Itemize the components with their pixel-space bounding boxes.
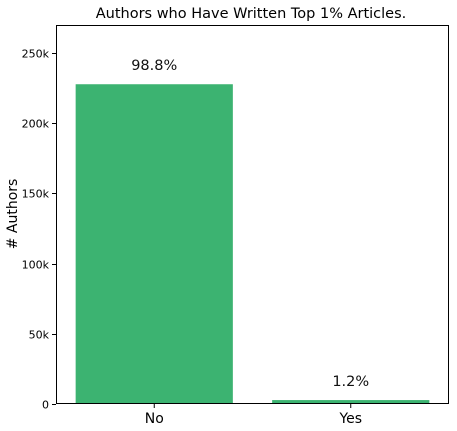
chart-title: Authors who Have Written Top 1% Articles… [96, 6, 407, 22]
x-tick-label: No [145, 411, 164, 427]
y-tick-label: 0 [42, 399, 49, 412]
y-tick-label: 150k [22, 188, 50, 201]
data-labels-layer: 98.8% 1.2% [131, 58, 369, 390]
y-axis-label: # Authors [5, 179, 21, 250]
data-label-yes: 1.2% [332, 374, 369, 390]
y-tick-label: 100k [22, 259, 50, 272]
y-axis-ticks: 0 50k 100k 150k 200k 250k [22, 48, 56, 412]
bar-no [75, 84, 233, 404]
y-tick-label: 50k [29, 329, 50, 342]
plot-frame [56, 25, 449, 404]
x-axis-ticks: No Yes [145, 404, 362, 427]
x-tick-label: Yes [338, 411, 362, 427]
bars-layer [75, 84, 430, 404]
y-tick-label: 250k [22, 48, 50, 61]
bar-yes [272, 400, 430, 404]
y-tick-label: 200k [22, 118, 50, 131]
data-label-no: 98.8% [131, 58, 177, 74]
